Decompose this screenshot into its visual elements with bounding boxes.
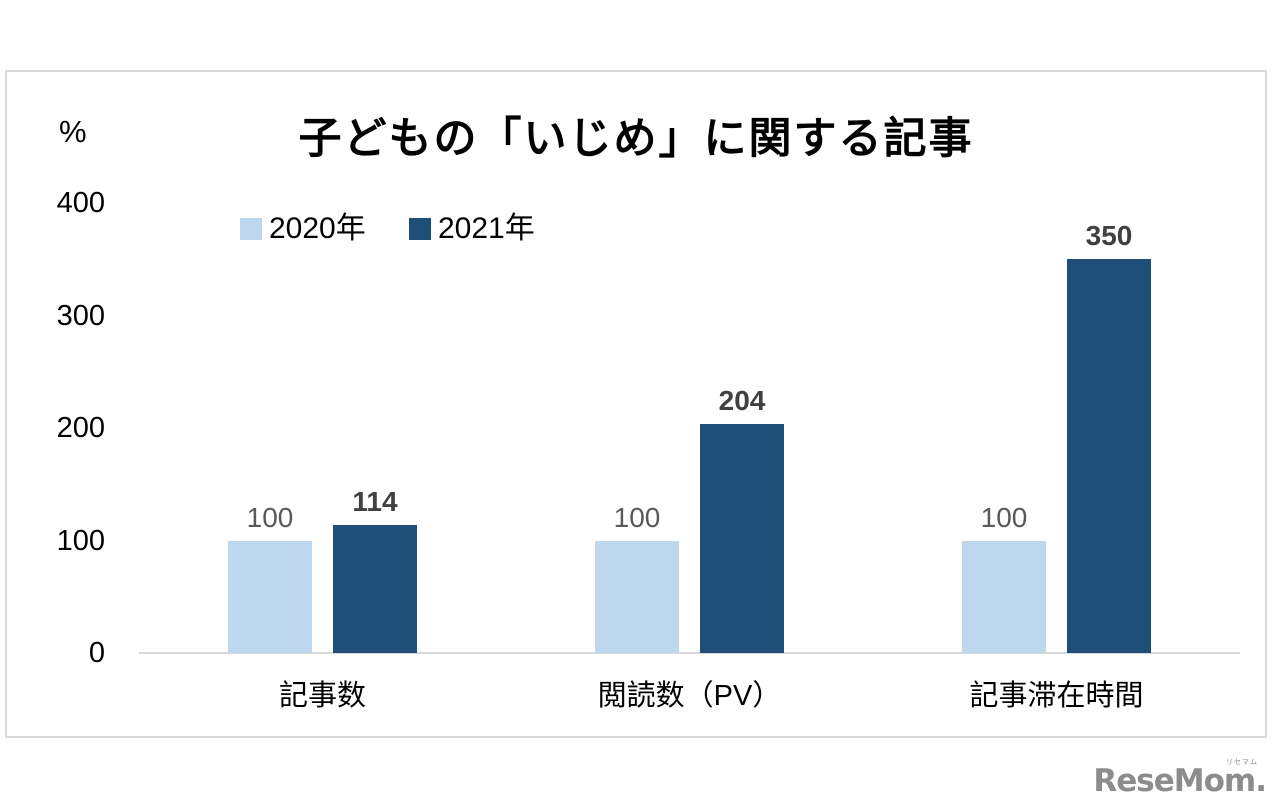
y-tick-label-0: 0 (88, 637, 105, 669)
bar-value-label-2020年-記事滞在時間: 100 (980, 501, 1028, 533)
bar-2021年-閲読数（PV） (700, 423, 784, 653)
chart-title: 子どもの「いじめ」に関する記事 (298, 115, 974, 163)
bar-2021年-記事数 (333, 524, 417, 653)
category-label-閲読数（PV）: 閲読数（PV） (597, 680, 782, 712)
y-axis-unit-label: % (59, 114, 87, 149)
bar-value-label-2021年-閲読数（PV）: 204 (718, 384, 766, 416)
y-tick-label-300: 300 (56, 299, 105, 332)
chart-legend: 2020年 2021年 (7, 213, 1265, 245)
bar-2021年-記事滞在時間 (1067, 259, 1151, 653)
legend-label-2021: 2021年 (438, 212, 535, 245)
resemom-logo-text: ReseMom. (1093, 763, 1267, 799)
bar-value-label-2020年-閲読数（PV）: 100 (613, 501, 661, 533)
category-label-記事数: 記事数 (278, 680, 366, 712)
resemom-logo-ruby: リセマム (1226, 759, 1258, 766)
bar-2020年-記事数 (228, 540, 312, 653)
bar-2020年-閲読数（PV） (595, 540, 679, 653)
legend-swatch-2021 (409, 218, 431, 240)
y-tick-label-200: 200 (56, 412, 105, 444)
legend-item-2020: 2020年 (240, 213, 366, 245)
legend-swatch-2020 (240, 218, 262, 240)
legend-item-2021: 2021年 (409, 213, 535, 245)
category-label-記事滞在時間: 記事滞在時間 (969, 680, 1144, 712)
bar-value-label-2021年-記事滞在時間: 350 (1085, 220, 1133, 252)
y-tick-label-400: 400 (56, 187, 105, 219)
bar-value-label-2020年-記事数: 100 (246, 501, 294, 533)
chart-frame: 子どもの「いじめ」に関する記事 % 2020年 2021年 0 100 200 300… (5, 70, 1267, 738)
bar-2020年-記事滞在時間 (962, 540, 1046, 653)
x-axis-line (139, 652, 1240, 654)
legend-label-2020: 2020年 (269, 212, 366, 245)
bar-value-label-2021年-記事数: 114 (352, 485, 398, 517)
y-tick-label-100: 100 (56, 524, 105, 557)
resemom-logo: リセマム ReseMom. (1093, 759, 1267, 799)
